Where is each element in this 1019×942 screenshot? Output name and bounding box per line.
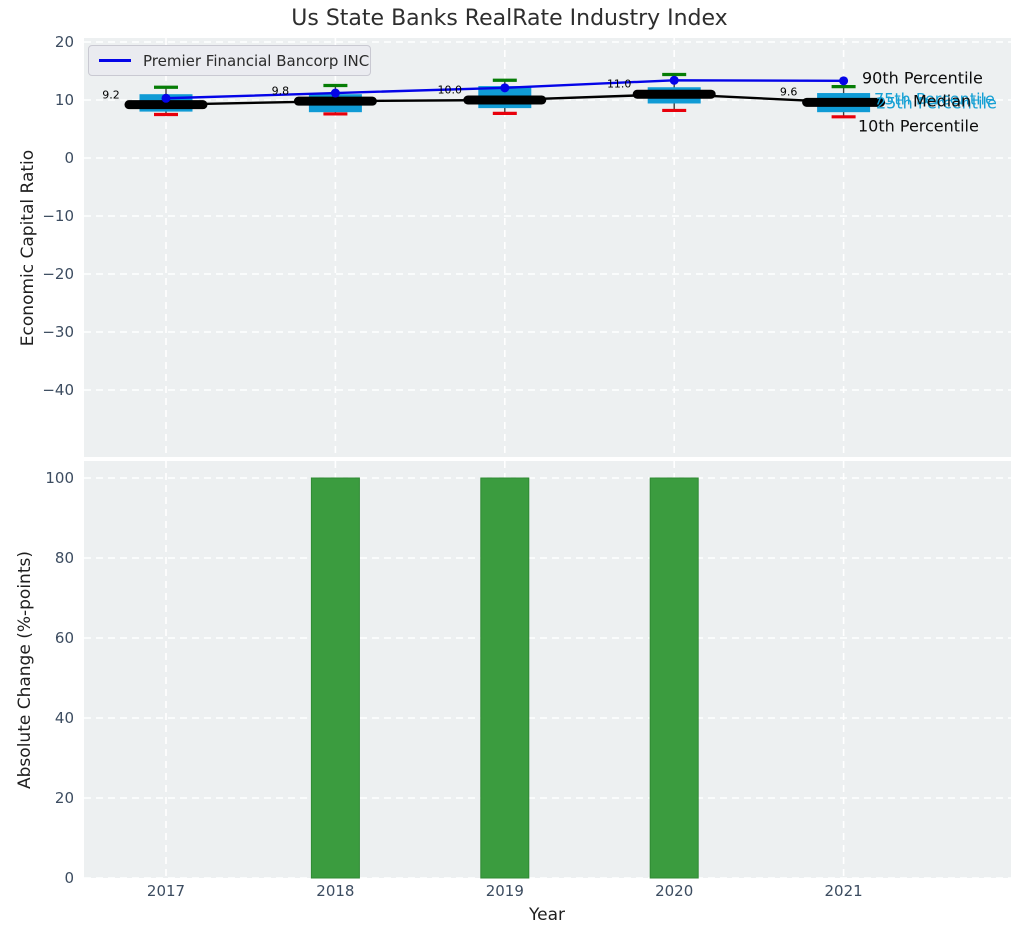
bottom-ytick-label: 80	[54, 549, 74, 567]
median-annotation-2020: 11.0	[606, 77, 632, 91]
top-ytick-label: 0	[64, 149, 74, 167]
company-marker-2017	[161, 93, 171, 103]
xtick-label: 2020	[655, 882, 694, 900]
legend: Premier Financial Bancorp INC	[88, 45, 371, 76]
company-marker-2020	[669, 75, 679, 85]
bar-2018	[310, 477, 360, 879]
median-annotation-2018: 9.8	[271, 84, 290, 98]
bottom-ytick-label: 60	[54, 629, 74, 647]
bottom-ytick-label: 0	[64, 869, 74, 887]
bar-2020	[649, 477, 699, 879]
label-25th-percentile: 25th Percentile	[876, 93, 997, 113]
company-marker-2019	[500, 83, 510, 93]
xtick-label: 2018	[316, 882, 355, 900]
label-75th-percentile: 75th Percentile	[874, 89, 995, 109]
top-ytick-label: −20	[42, 265, 74, 283]
median-annotation-2017: 9.2	[102, 88, 120, 102]
top-ytick-label: 20	[54, 33, 74, 51]
bottom-ytick-label: 40	[54, 709, 74, 727]
bottom-ytick-label: 100	[45, 469, 74, 487]
chart-title: Us State Banks RealRate Industry Index	[291, 6, 728, 31]
top-ytick-label: −10	[42, 207, 74, 225]
legend-label: Premier Financial Bancorp INC	[143, 51, 370, 70]
bottom-ytick-label: 20	[54, 789, 74, 807]
top-ytick-label: −40	[42, 381, 74, 399]
median-annotation-2021: 9.6	[779, 85, 798, 99]
top-ytick-label: 10	[54, 91, 74, 109]
xtick-label: 2021	[824, 882, 863, 900]
label-median: Median	[913, 91, 972, 111]
label-90th-percentile: 90th Percentile	[862, 68, 983, 88]
bottom-axes	[84, 461, 1011, 878]
bar-2019	[480, 477, 530, 879]
label-10th-percentile: 10th Percentile	[858, 116, 979, 136]
x-axis-label: Year	[529, 905, 565, 925]
xtick-label: 2019	[485, 882, 524, 900]
median-annotation-2019: 10.0	[437, 83, 463, 97]
company-marker-2021	[839, 76, 849, 86]
legend-line-swatch	[99, 59, 131, 62]
xtick-label: 2017	[146, 882, 186, 900]
top-ytick-label: −30	[42, 323, 74, 341]
company-marker-2018	[330, 88, 340, 98]
bottom-y-axis-label: Absolute Change (%-points)	[15, 551, 35, 789]
